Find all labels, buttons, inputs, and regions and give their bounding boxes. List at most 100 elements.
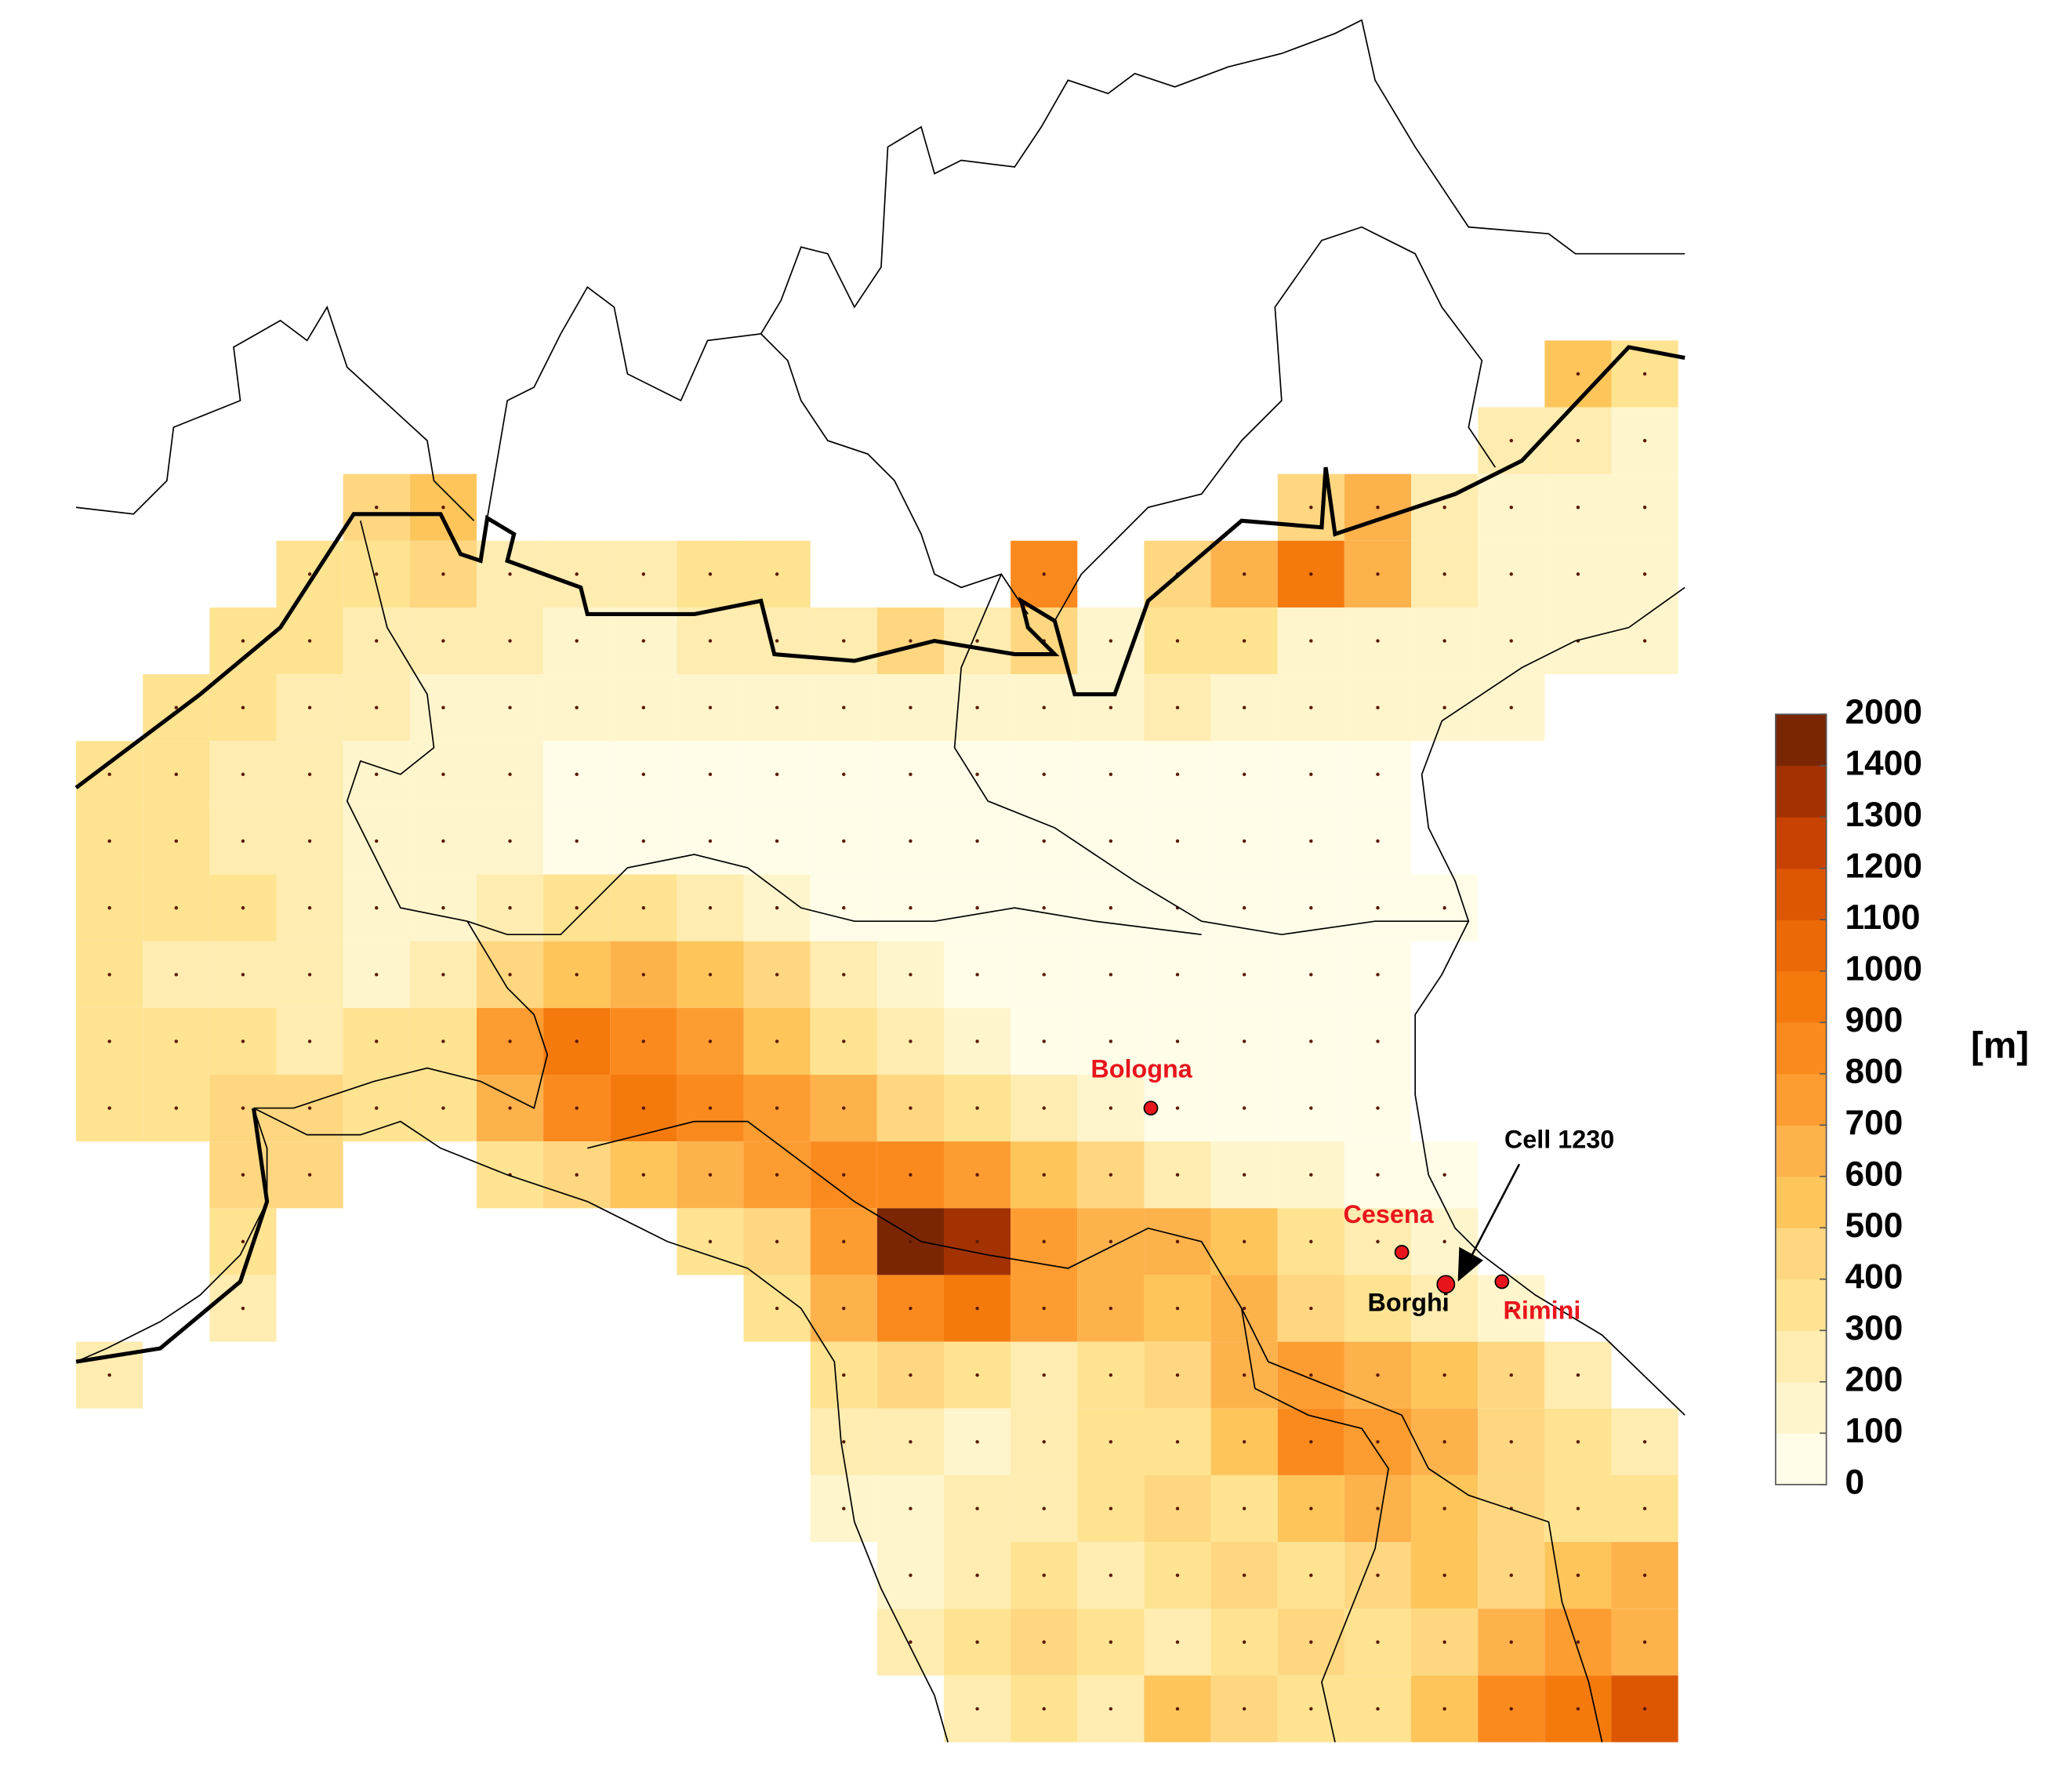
cell-center: [1576, 1573, 1580, 1577]
cell-center: [975, 1440, 979, 1444]
cell-center: [909, 639, 913, 643]
color-band: [1775, 765, 1827, 818]
colorbar-label: 0: [1845, 1464, 1864, 1502]
cell-center: [1376, 1373, 1380, 1377]
cell-center: [1175, 973, 1180, 977]
cell-center: [1442, 1239, 1446, 1244]
colorbar-label: 700: [1845, 1104, 1903, 1142]
cell-center: [909, 1440, 913, 1444]
cell-center: [1042, 1640, 1046, 1644]
cell-center: [575, 973, 579, 977]
cell-center: [975, 905, 979, 910]
colorbar-label: 1200: [1845, 847, 1921, 885]
cell-center: [307, 905, 312, 910]
cell-center: [375, 1106, 379, 1110]
place-marker: [1143, 1101, 1159, 1115]
cell-center: [375, 905, 379, 910]
cell-center: [241, 639, 245, 643]
coastline: [253, 1107, 949, 1743]
cell-center: [1042, 1173, 1046, 1177]
cell-center: [909, 905, 913, 910]
cell-center: [842, 1440, 846, 1444]
cell-center: [1442, 1573, 1446, 1577]
cell-center: [441, 1106, 445, 1110]
cell-center: [1576, 438, 1580, 443]
cell-center: [1042, 973, 1046, 977]
cell-center: [575, 1106, 579, 1110]
colorbar-unit: [m]: [1971, 1025, 2029, 1067]
annotation-arrow: [1468, 1163, 1521, 1263]
cell-center: [975, 1507, 979, 1511]
cell-center: [1642, 1573, 1647, 1577]
cell-center: [1309, 1640, 1313, 1644]
cell-center: [1042, 1239, 1046, 1244]
cell-center: [1309, 1239, 1313, 1244]
cell-center: [1442, 1507, 1446, 1511]
cell-center: [1509, 1306, 1513, 1311]
cell-center: [375, 572, 379, 576]
color-band: [1775, 1176, 1827, 1228]
cell-center: [575, 572, 579, 576]
cell-center: [375, 639, 379, 643]
cell-center: [441, 639, 445, 643]
cell-center: [441, 905, 445, 910]
color-band: [1775, 1279, 1827, 1331]
cell-center: [1442, 1373, 1446, 1377]
cell-center: [1442, 506, 1446, 510]
cell-center: [1042, 1039, 1046, 1043]
cell-center: [1376, 1306, 1380, 1311]
cell-center: [1309, 1173, 1313, 1177]
region-border: [760, 333, 1029, 615]
cell-center: [1309, 506, 1313, 510]
colorbar-label: 2000: [1845, 693, 1921, 731]
cell-center: [307, 639, 312, 643]
cell-center: [375, 506, 379, 510]
cell-center: [241, 1106, 245, 1110]
cell-center: [1042, 1440, 1046, 1444]
cell-center: [1109, 1573, 1113, 1577]
cell-center: [1175, 1239, 1180, 1244]
cell-center: [775, 1039, 779, 1043]
cell-center: [775, 706, 779, 709]
cell-center: [1376, 506, 1380, 510]
cell-center: [241, 1239, 245, 1244]
cell-center: [1376, 1106, 1380, 1110]
region-border: [1240, 1308, 1389, 1743]
cell-center: [1042, 1507, 1046, 1511]
cell-center: [1442, 572, 1446, 576]
cell-center: [1642, 572, 1647, 576]
cell-center: [107, 1039, 111, 1043]
cell-center: [775, 1306, 779, 1311]
cell-center: [1109, 1707, 1113, 1711]
cell-center: [1242, 639, 1246, 643]
cell-center: [708, 1239, 713, 1244]
cell-center: [775, 973, 779, 977]
cell-center: [1109, 1039, 1113, 1043]
cell-center: [975, 839, 979, 843]
color-band: [1775, 920, 1827, 972]
region-border: [253, 920, 549, 1109]
cell-center: [307, 1173, 312, 1177]
cell-center: [1642, 639, 1647, 643]
cell-center: [775, 772, 779, 777]
cell-center: [641, 905, 646, 910]
cell-center: [1376, 839, 1380, 843]
cell-center: [1242, 572, 1246, 576]
cell-center: [975, 1106, 979, 1110]
cell-center: [508, 973, 512, 977]
cell-center: [107, 772, 111, 777]
cell-center: [1309, 639, 1313, 643]
cell-center: [842, 706, 846, 709]
cell-center: [1576, 1507, 1580, 1511]
cell-center: [1376, 1507, 1380, 1511]
cell-center: [307, 1039, 312, 1043]
coastline: [1414, 586, 1686, 1416]
cell-center: [1442, 905, 1446, 910]
cell-center: [1509, 438, 1513, 443]
cell-center: [775, 1106, 779, 1110]
cell-center: [1376, 1573, 1380, 1577]
cell-center: [508, 1039, 512, 1043]
cell-center: [1376, 973, 1380, 977]
colorbar-label: 400: [1845, 1257, 1903, 1296]
cell-center: [241, 1039, 245, 1043]
